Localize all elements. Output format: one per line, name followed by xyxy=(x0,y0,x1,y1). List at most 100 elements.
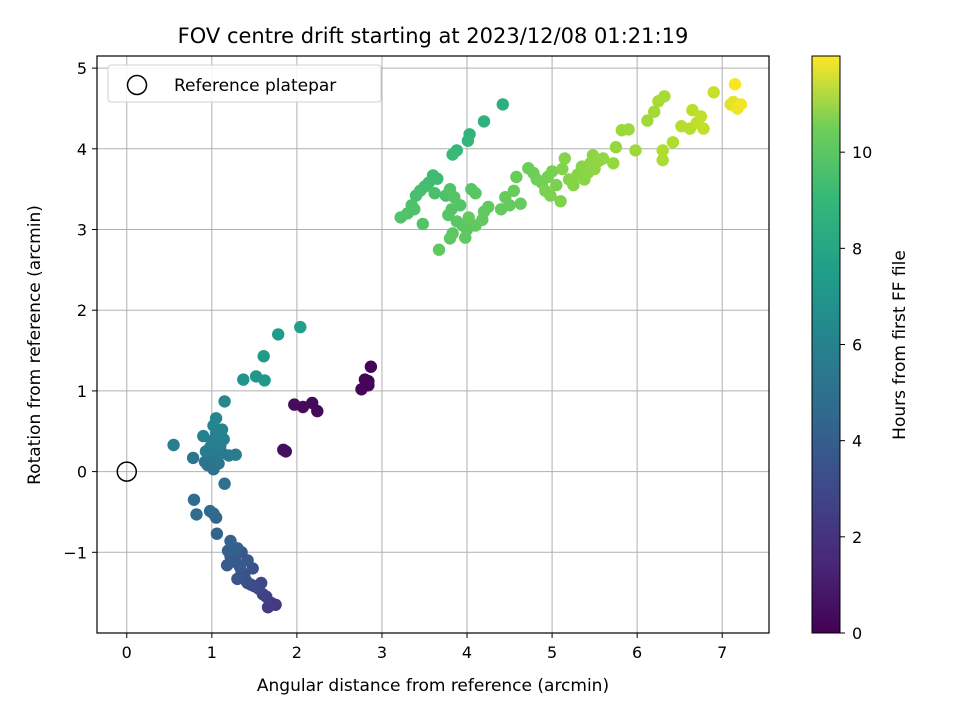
scatter-point xyxy=(187,493,201,506)
scatter-point xyxy=(658,90,671,103)
x-tick-label: 4 xyxy=(462,643,472,662)
y-tick-label: 0 xyxy=(77,463,87,482)
x-axis-ticks: 0 1 2 3 4 5 6 7 xyxy=(122,633,727,662)
scatter-point xyxy=(666,136,680,149)
scatter-point xyxy=(469,187,482,200)
colorbar-tick-label: 2 xyxy=(852,528,862,547)
colorbar-tick-label: 10 xyxy=(852,143,872,162)
colorbar-label: Hours from first FF file xyxy=(890,250,910,440)
scatter-point xyxy=(432,243,446,256)
plot-frame xyxy=(96,55,770,634)
reference-point xyxy=(116,461,138,482)
x-tick-label: 3 xyxy=(377,643,387,662)
scatter-point xyxy=(446,148,459,161)
legend: Reference platepar xyxy=(107,64,382,103)
scatter-point xyxy=(355,383,368,396)
y-axis-ticks: −1 0 1 2 3 4 5 xyxy=(63,59,97,562)
x-tick-label: 5 xyxy=(547,643,557,662)
scatter-point xyxy=(364,360,378,373)
scatter-point xyxy=(545,165,559,178)
scatter-point xyxy=(496,98,509,111)
scatter-point xyxy=(694,110,708,123)
chart-title: FOV centre drift starting at 2023/12/08 … xyxy=(178,24,689,48)
scatter-point xyxy=(218,477,231,490)
y-tick-label: 1 xyxy=(77,382,87,401)
y-tick-label: 3 xyxy=(77,221,87,240)
scatter-point xyxy=(261,601,275,614)
scatter-point xyxy=(728,78,742,91)
x-tick-label: 1 xyxy=(207,643,217,662)
scatter-point xyxy=(409,189,423,202)
scatter-point xyxy=(231,572,244,586)
scatter-point xyxy=(567,178,580,192)
scatter-point xyxy=(288,398,301,411)
x-tick-label: 7 xyxy=(717,643,727,662)
scatter-point xyxy=(544,189,557,202)
scatter-point xyxy=(707,86,720,99)
data-points xyxy=(167,78,748,614)
scatter-point xyxy=(209,412,223,425)
scatter-point xyxy=(218,395,231,408)
colorbar-tick-label: 6 xyxy=(852,336,862,355)
scatter-point xyxy=(558,152,571,165)
scatter-point xyxy=(224,534,237,548)
x-tick-label: 6 xyxy=(632,643,642,662)
scatter-point xyxy=(550,178,563,192)
scatter-point xyxy=(443,232,457,245)
scatter-point xyxy=(203,504,217,518)
scatter-point xyxy=(442,208,455,222)
scatter-point xyxy=(306,396,319,410)
scatter-point xyxy=(237,373,250,386)
scatter-point xyxy=(167,438,180,452)
legend-marker xyxy=(126,74,148,96)
x-axis-label: Angular distance from reference (arcmin) xyxy=(257,676,609,696)
scatter-point xyxy=(629,144,642,157)
reference-platepar-marker xyxy=(116,461,138,482)
scatter-point xyxy=(462,211,475,224)
scatter-point xyxy=(609,141,623,154)
colorbar-tick-label: 0 xyxy=(852,624,862,643)
scatter-point xyxy=(596,152,610,165)
scatter-point xyxy=(622,123,635,136)
x-tick-label: 0 xyxy=(122,643,132,662)
scatter-point xyxy=(190,508,203,521)
scatter-point xyxy=(257,350,270,363)
scatter-point xyxy=(258,374,271,387)
scatter-point xyxy=(461,134,475,147)
scatter-point xyxy=(499,191,512,204)
scatter-point xyxy=(607,157,620,170)
colorbar: 0 2 4 6 8 10 Hours from first FF file xyxy=(811,55,910,643)
scatter-point xyxy=(507,184,520,197)
scatter-point xyxy=(510,170,523,184)
scatter-point xyxy=(229,448,242,461)
scatter-point xyxy=(641,114,654,127)
scatter-point xyxy=(294,320,307,334)
legend-box xyxy=(107,64,382,103)
colorbar-tick-label: 4 xyxy=(852,432,862,451)
scatter-point xyxy=(556,162,569,176)
scatter-point xyxy=(428,187,441,200)
scatter-point xyxy=(477,115,491,128)
y-tick-label: 4 xyxy=(77,140,87,159)
scatter-point xyxy=(272,328,285,341)
scatter-point xyxy=(221,544,235,557)
scatter-point xyxy=(220,559,234,572)
scatter-point xyxy=(459,231,472,244)
colorbar-ticks: 0 2 4 6 8 10 xyxy=(840,143,872,643)
scatter-point xyxy=(554,195,567,208)
y-axis-label: Rotation from reference (arcmin) xyxy=(25,205,45,485)
y-tick-label: 2 xyxy=(77,301,87,320)
scatter-point xyxy=(197,429,210,443)
colorbar-gradient xyxy=(811,55,841,634)
scatter-point xyxy=(416,217,429,231)
scatter-point xyxy=(394,211,407,224)
scatter-point xyxy=(279,445,292,458)
scatter-point xyxy=(210,527,224,540)
scatter-point xyxy=(734,98,748,111)
colorbar-tick-label: 8 xyxy=(852,239,862,258)
y-tick-label: −1 xyxy=(63,543,87,562)
x-tick-label: 2 xyxy=(292,643,302,662)
scatter-point xyxy=(656,153,669,167)
scatter-point xyxy=(686,103,699,117)
